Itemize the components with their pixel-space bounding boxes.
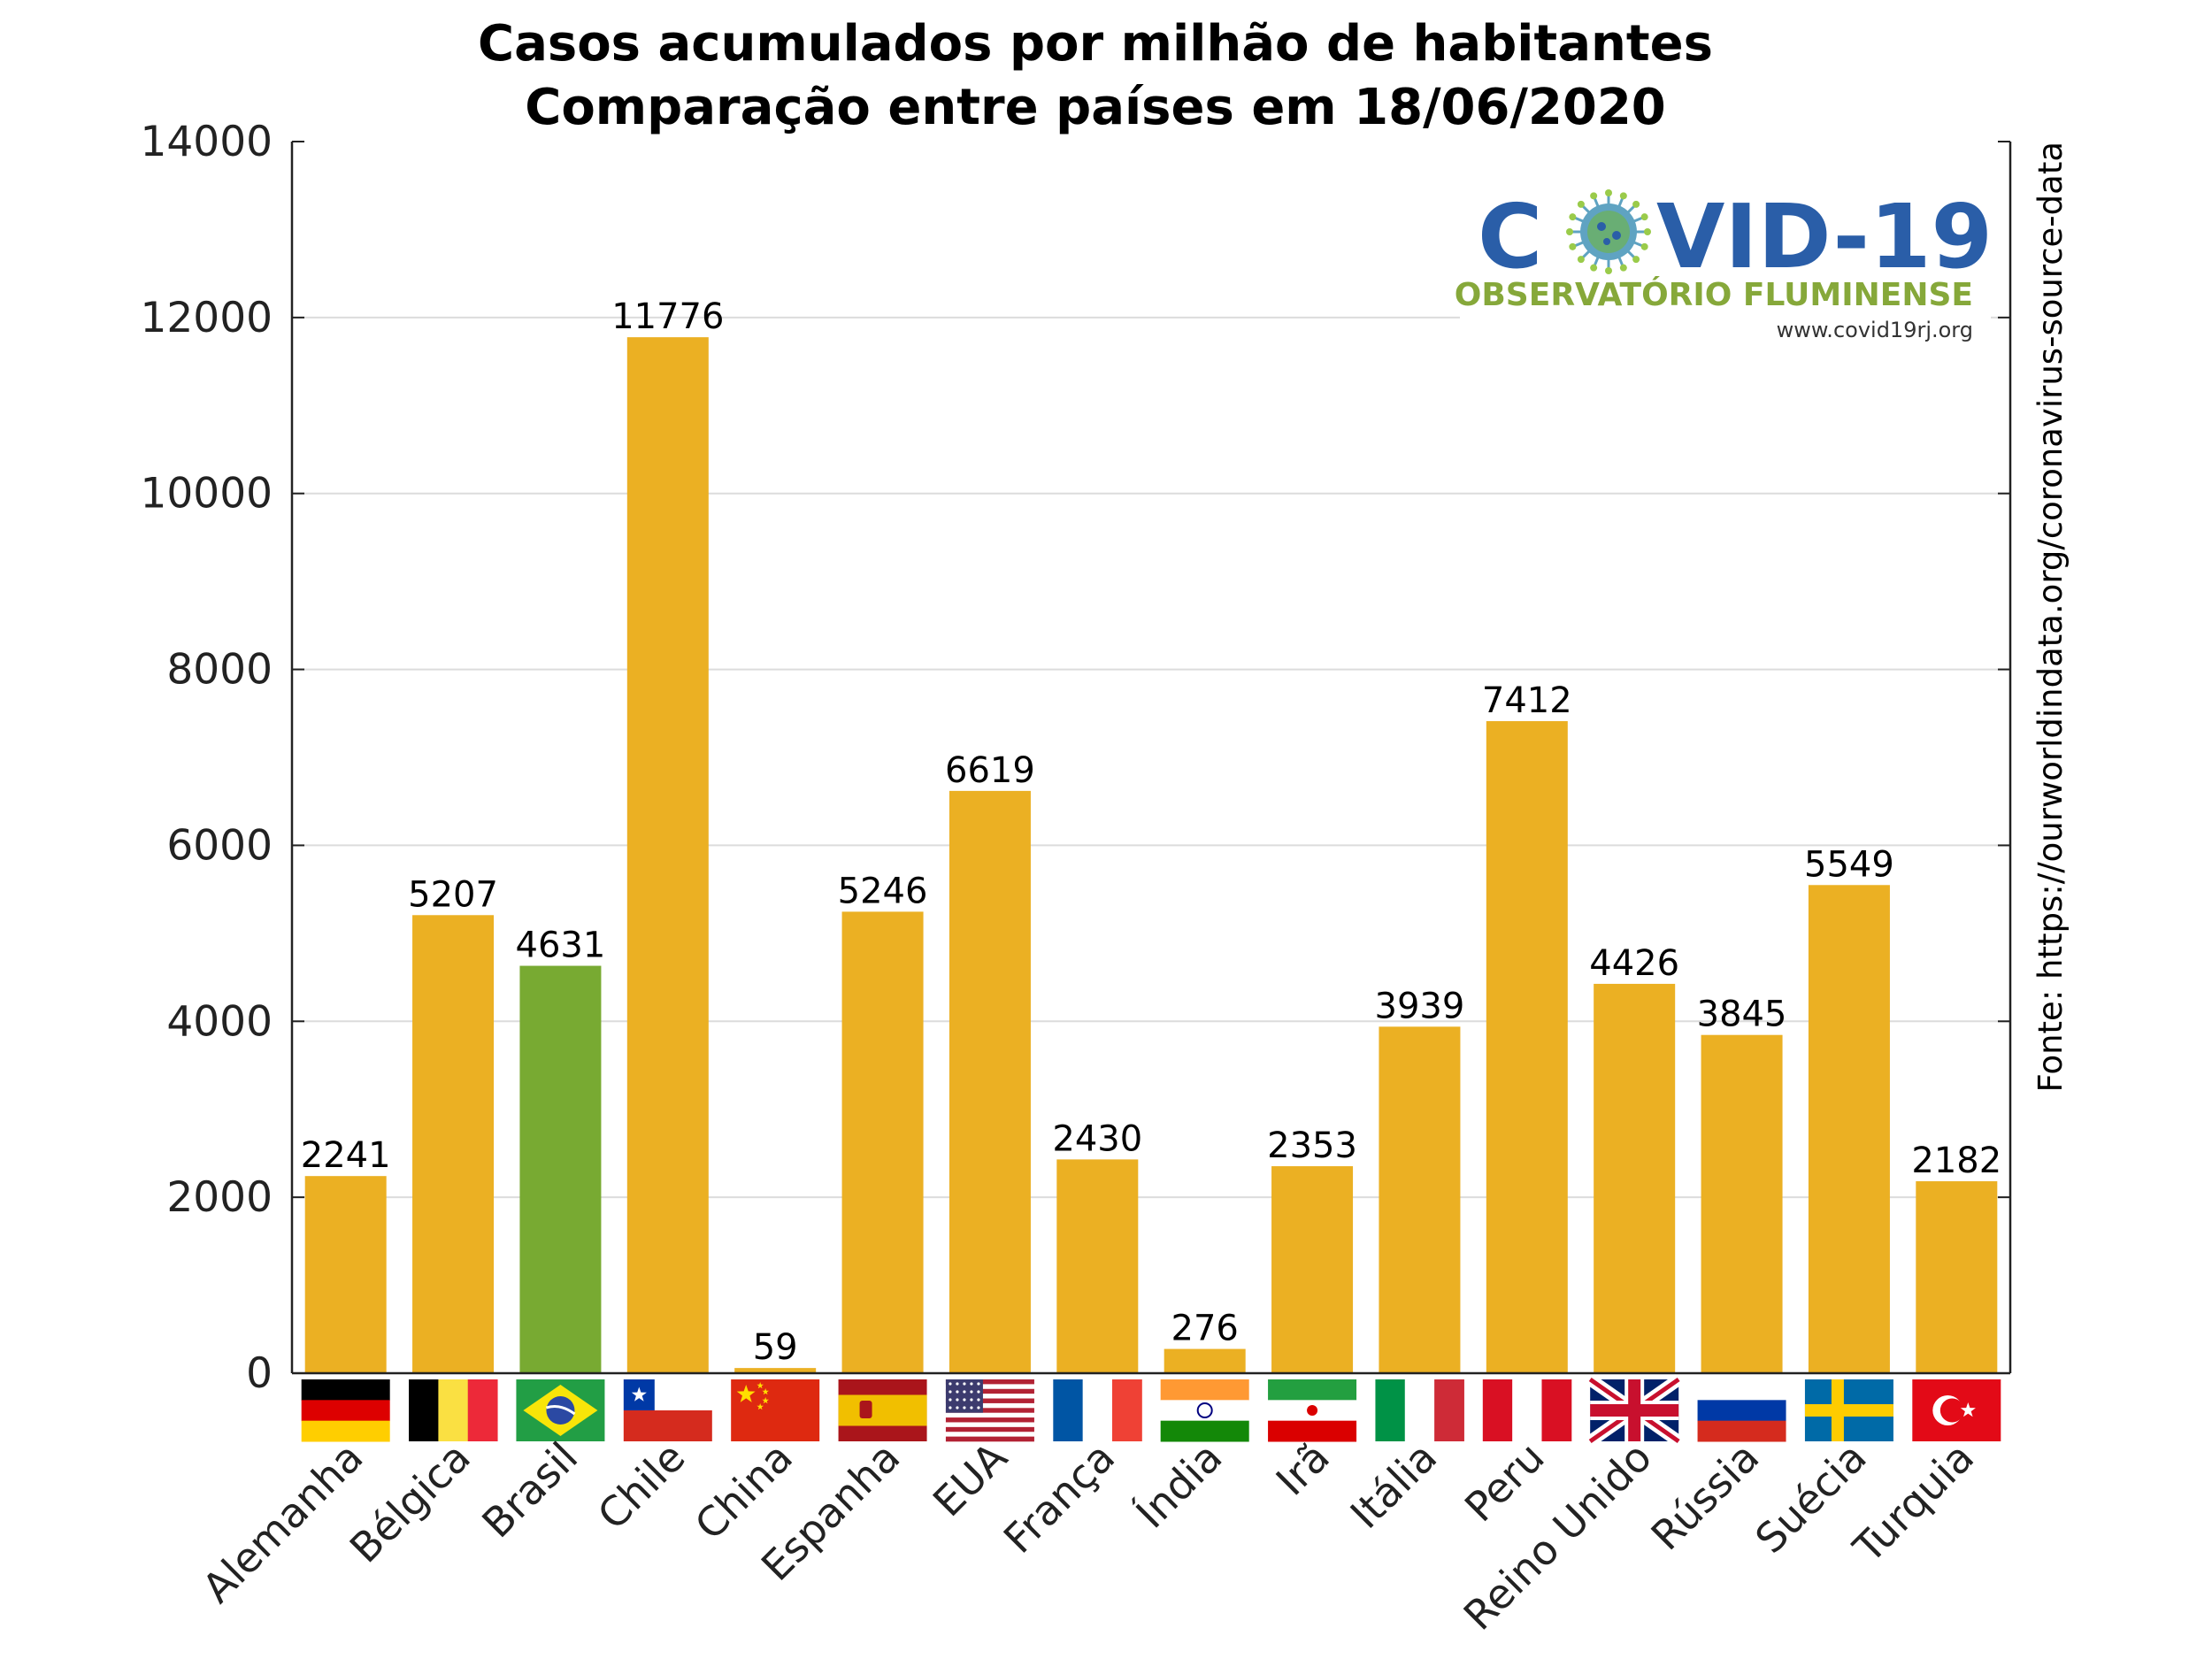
x-tick-label: Bélgica: [341, 1433, 480, 1572]
x-tick-label: Alemanha: [193, 1433, 372, 1612]
x-tick-label: Irã: [1267, 1433, 1339, 1505]
data-label: 5246: [838, 871, 928, 911]
covid19-logo: C VID-19 OBSERVATÓRIO FLUMINENSE www.cov…: [1455, 173, 1993, 349]
x-tick-label: Itália: [1341, 1433, 1446, 1538]
source-text: Fonte: https://ourworldindata.org/corona…: [2032, 142, 2070, 1093]
y-tick-label: 14000: [140, 118, 273, 166]
bar: [1164, 1348, 1246, 1373]
bar: [1701, 1034, 1783, 1373]
bar: [1594, 983, 1676, 1373]
bar: [1486, 721, 1568, 1373]
bars: [304, 337, 1998, 1373]
flag-iran-icon: [1268, 1379, 1357, 1442]
data-label: 5207: [408, 874, 498, 915]
flag-italy-icon: [1375, 1379, 1464, 1441]
flag-usa-icon: [945, 1379, 1034, 1442]
bar: [1056, 1159, 1139, 1373]
data-label: 4426: [1589, 943, 1679, 984]
bar: [1271, 1166, 1354, 1373]
data-label: 11776: [611, 296, 724, 337]
flag-france-icon: [1053, 1379, 1142, 1441]
x-tick-label: Rússia: [1642, 1433, 1769, 1560]
bar: [1916, 1181, 1998, 1373]
chart-title-line-1: Casos acumulados por milhão de habitante…: [478, 15, 1713, 73]
flag-belgium-icon: [409, 1379, 498, 1441]
data-label: 6619: [945, 750, 1035, 791]
x-tick-label: Índia: [1126, 1433, 1231, 1538]
flags: [301, 1374, 2001, 1447]
virus-icon: [1566, 189, 1651, 274]
y-tick-labels: 0 2000 4000 6000 8000 10000 12000 14000: [140, 118, 273, 1398]
x-tick-label: Peru: [1455, 1433, 1554, 1532]
logo-url: www.covid19rj.org: [1777, 318, 1973, 342]
bar: [734, 1368, 817, 1373]
logo-subtitle: OBSERVATÓRIO FLUMINENSE: [1455, 276, 1973, 313]
data-labels: 2241 5207 4631 11776 59 5246 6619 2430 276 2353 39…: [301, 296, 2001, 1368]
data-label: 5549: [1804, 844, 1894, 885]
y-tick-label: 6000: [166, 821, 273, 870]
data-label: 3939: [1375, 986, 1465, 1026]
logo-title-right: VID-19: [1656, 185, 1993, 288]
data-label: 2182: [1911, 1141, 2001, 1181]
axes: [290, 141, 2012, 1375]
chart-title-line-2: Comparação entre países em 18/06/2020: [525, 79, 1666, 136]
data-label: 59: [753, 1327, 798, 1368]
bar: [949, 790, 1031, 1373]
bar: [1379, 1026, 1461, 1373]
data-label: 7412: [1482, 680, 1572, 721]
flag-sweden-icon: [1804, 1379, 1893, 1441]
flag-spain-icon: [838, 1379, 927, 1441]
flag-chile-icon: [623, 1379, 712, 1441]
flag-china-icon: [731, 1379, 820, 1441]
x-tick-label: Chile: [588, 1433, 695, 1540]
flag-peru-icon: [1482, 1379, 1572, 1441]
x-tick-label: EUA: [924, 1432, 1017, 1525]
flag-germany-icon: [301, 1379, 390, 1442]
x-tick-label: Brasil: [472, 1433, 587, 1548]
bar: [519, 965, 602, 1373]
x-tick-label: França: [995, 1433, 1124, 1563]
bar: [1808, 885, 1890, 1373]
flag-brazil-icon: [516, 1379, 605, 1441]
bar: [412, 915, 495, 1373]
data-label: 2241: [301, 1135, 391, 1176]
y-tick-label: 4000: [166, 997, 273, 1046]
bar: [304, 1176, 387, 1373]
data-label: 2430: [1052, 1118, 1142, 1159]
y-tick-label: 10000: [140, 470, 273, 518]
y-tick-label: 8000: [166, 646, 273, 695]
x-tick-label: Reino Unido: [1455, 1433, 1661, 1640]
flag-turkey-icon: [1912, 1379, 2001, 1441]
flag-russia-icon: [1697, 1379, 1786, 1442]
x-tick-label: Turquia: [1844, 1433, 1983, 1572]
bar: [626, 337, 709, 1373]
data-label: 2353: [1267, 1125, 1357, 1166]
y-tick-label: 12000: [140, 294, 273, 342]
bar: [841, 911, 924, 1373]
y-tick-label: 0: [246, 1349, 273, 1398]
flag-india-icon: [1160, 1379, 1249, 1442]
data-label: 276: [1171, 1309, 1239, 1349]
logo-title-left: C: [1478, 185, 1542, 288]
data-label: 3845: [1697, 995, 1787, 1035]
data-label: 4631: [516, 926, 606, 966]
flag-uk-icon: [1586, 1374, 1683, 1447]
y-tick-label: 2000: [166, 1173, 273, 1222]
